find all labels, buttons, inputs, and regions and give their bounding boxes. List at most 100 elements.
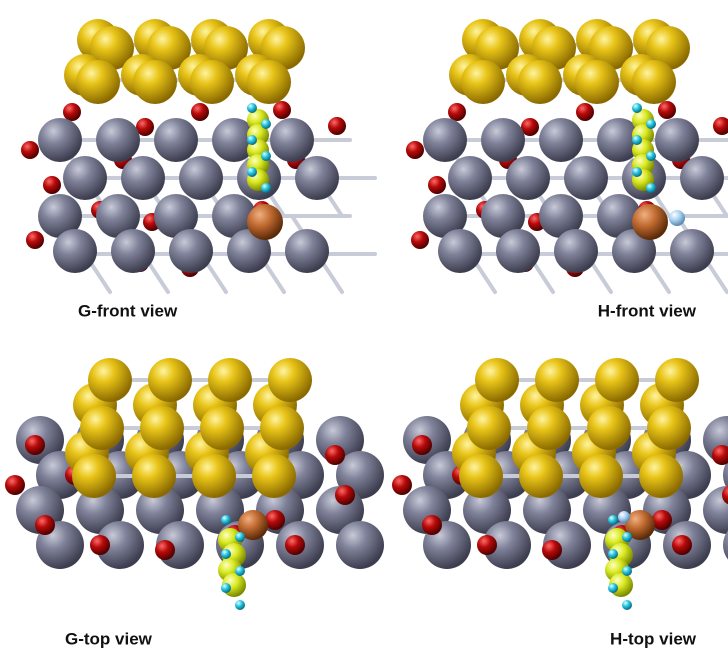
atom (80, 406, 124, 450)
atom (622, 566, 632, 576)
atom (21, 141, 39, 159)
atom (597, 118, 641, 162)
atom (179, 156, 223, 200)
atom (646, 119, 656, 129)
atom (212, 194, 256, 238)
atom (392, 475, 412, 495)
atom (422, 515, 442, 535)
atom (247, 135, 257, 145)
atom (475, 26, 519, 70)
atom (38, 194, 82, 238)
atom (589, 26, 633, 70)
atom (155, 540, 175, 560)
atom (147, 26, 191, 70)
atom (646, 151, 656, 161)
atom (295, 156, 339, 200)
atom (154, 118, 198, 162)
atom (518, 60, 562, 104)
atom (477, 535, 497, 555)
atom (532, 26, 576, 70)
atom (335, 485, 355, 505)
atom (328, 117, 346, 135)
atom (204, 26, 248, 70)
atom (632, 167, 642, 177)
atom (270, 118, 314, 162)
atom (235, 566, 245, 576)
atom (136, 486, 184, 534)
atom (579, 454, 623, 498)
atom (463, 486, 511, 534)
atom (646, 26, 690, 70)
atom (136, 118, 154, 136)
atom (411, 231, 429, 249)
structures (5, 19, 728, 610)
atom (260, 406, 304, 450)
atom (196, 486, 244, 534)
atom (608, 549, 618, 559)
atom (140, 406, 184, 450)
atom (90, 535, 110, 555)
atom (247, 204, 283, 240)
atom (438, 229, 482, 273)
atom (632, 204, 668, 240)
atom (496, 229, 540, 273)
atom (247, 103, 257, 113)
atom (646, 183, 656, 193)
atom (703, 486, 728, 534)
atom (564, 156, 608, 200)
atom (96, 118, 140, 162)
atom (5, 475, 25, 495)
atom (285, 535, 305, 555)
atom (618, 511, 630, 523)
atom (273, 101, 291, 119)
atom (459, 454, 503, 498)
atom (519, 454, 563, 498)
atom (655, 118, 699, 162)
atom (169, 229, 213, 273)
atom (121, 156, 165, 200)
atom (658, 101, 676, 119)
atom (483, 521, 531, 569)
atom (235, 532, 245, 542)
atom (723, 460, 728, 490)
atom (680, 156, 724, 200)
atom (554, 229, 598, 273)
atom (608, 583, 618, 593)
atom (672, 535, 692, 555)
panel-label: H-front view (598, 301, 697, 320)
atom (712, 445, 728, 465)
atom (723, 530, 728, 560)
atom (235, 600, 245, 610)
atom (212, 118, 256, 162)
atom (208, 358, 252, 402)
atom (448, 156, 492, 200)
atom (587, 406, 631, 450)
atom (576, 103, 594, 121)
atom (191, 103, 209, 121)
atom (192, 454, 236, 498)
atom (247, 60, 291, 104)
atom (261, 119, 271, 129)
atom (608, 515, 618, 525)
atom (90, 26, 134, 70)
atom (622, 532, 632, 542)
atom (539, 194, 583, 238)
atom (252, 454, 296, 498)
atom (43, 176, 61, 194)
atom (336, 521, 384, 569)
atom (63, 156, 107, 200)
panel-label: G-front view (78, 301, 178, 320)
atom (542, 540, 562, 560)
atom (265, 510, 285, 530)
atom (26, 231, 44, 249)
atom (238, 510, 268, 540)
atom (535, 358, 579, 402)
atom (639, 454, 683, 498)
atom (190, 60, 234, 104)
atom (423, 118, 467, 162)
atom (247, 167, 257, 177)
panel-label: H-top view (610, 629, 697, 648)
atom (38, 118, 82, 162)
atom (96, 521, 144, 569)
atom (88, 358, 132, 402)
